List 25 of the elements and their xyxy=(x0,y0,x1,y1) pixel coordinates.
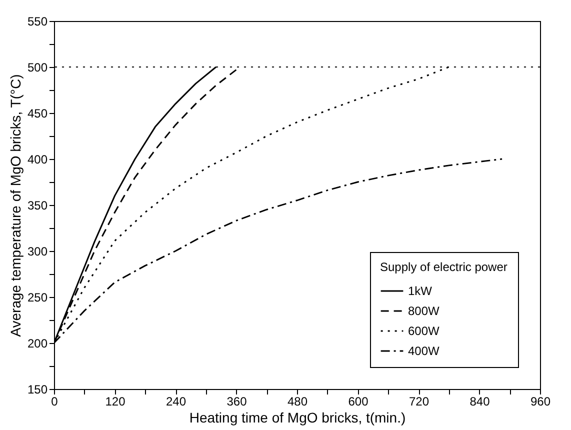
x-tick-label: 720 xyxy=(408,394,430,408)
y-tick-label: 500 xyxy=(27,60,48,74)
x-tick-label: 360 xyxy=(226,394,248,408)
x-tick-label: 480 xyxy=(287,394,308,408)
x-tick-label: 240 xyxy=(166,394,186,408)
legend-label: 400W xyxy=(408,344,440,358)
y-tick-label: 400 xyxy=(27,152,48,166)
y-tick-label: 550 xyxy=(27,14,48,28)
x-axis-title: Heating time of MgO bricks, t(min.) xyxy=(189,410,406,426)
x-tick-label: 960 xyxy=(530,394,551,408)
y-tick-label: 250 xyxy=(27,290,48,304)
x-tick-label: 120 xyxy=(105,394,126,408)
y-tick-label: 450 xyxy=(27,106,48,120)
legend-label: 1kW xyxy=(408,284,433,298)
legend-label: 800W xyxy=(408,304,440,318)
y-tick-label: 150 xyxy=(27,382,48,396)
x-tick-label: 0 xyxy=(51,394,58,408)
legend-title: Supply of electric power xyxy=(380,260,508,274)
y-tick-label: 350 xyxy=(27,198,48,212)
y-axis-title: Average temperature of MgO bricks, T(°C) xyxy=(7,74,24,337)
x-tick-label: 600 xyxy=(348,394,369,408)
y-tick-label: 200 xyxy=(27,336,48,350)
legend-label: 600W xyxy=(408,324,440,338)
y-tick-label: 300 xyxy=(27,244,48,258)
x-tick-label: 840 xyxy=(470,394,490,408)
